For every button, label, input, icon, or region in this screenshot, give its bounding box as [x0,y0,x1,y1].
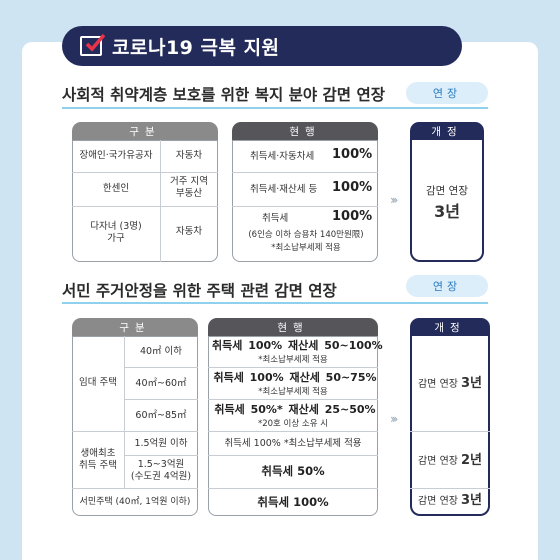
section1-pill: 연장 [406,82,488,104]
s1-revised-value: 3년 [434,202,460,221]
s2-header-current: 현행 [208,318,378,336]
s1-current-box [232,140,378,262]
section1-title: 사회적 취약계층 보호를 위한 복지 분야 감면 연장 [62,86,385,104]
s1-row1-current-label: 취득세·자동차세 [250,151,315,162]
s1-row1-item: 자동차 [175,150,203,161]
s1-header-revised: 개정 [410,122,484,140]
s1-row3-note1: (6인승 이하 승용차 140만원限) [248,230,364,240]
section2-title: 서민 주거안정을 위한 주택 관련 감면 연장 [62,282,337,300]
s2-rental-note-2: *최소납부세제 적용 [258,387,328,397]
chevron-right-icon: ››› [390,193,399,207]
s1-header-current: 현행 [232,122,378,140]
section2-pill: 연장 [406,275,488,297]
s1-row2-current-value: 100% [332,180,373,195]
s2-firsthome-size-2: 1.5~3억원 (수도권 4억원) [130,459,192,482]
s2-header-revised: 개정 [410,318,490,336]
s2-rental-size-2: 40㎡~60㎡ [135,378,187,389]
s1-header-category: 구분 [72,122,218,140]
checkbox-icon [80,33,105,56]
s1-row2-group: 한센인 [102,183,130,194]
s1-revised-box [410,140,484,262]
s2-category-box [72,336,198,516]
s2-rental-size-3: 60㎡~85㎡ [135,410,187,421]
s2-firsthome-current-1: 취득세 100% *최소납부세제 적용 [224,438,362,449]
s1-row3-note2: *최소납부세제 적용 [271,243,341,253]
s1-row3-group: 다자녀 (3명) 가구 [90,221,142,244]
s2-rental-current-2: 취득세 100% 재산세 50~75% [213,371,377,384]
s1-row1-current-value: 100% [332,147,373,162]
s2-firsthome-current-2: 취득세 50% [261,464,325,478]
s1-row3-current-value: 100% [332,209,373,224]
s2-rental-note-1: *최소납부세제 적용 [258,355,328,365]
s1-row2-item: 거주 지역 부동산 [170,176,208,199]
s2-revised-2: 감면 연장 2년 [417,453,483,468]
s2-revised-3: 감면 연장 3년 [417,493,483,508]
s2-rental-note-3: *20호 이상 소유 시 [257,419,329,429]
section2-divider [62,302,488,304]
section1-divider [62,107,488,109]
s2-current-box [208,336,378,516]
s2-revised-1: 감면 연장 3년 [417,376,483,391]
s2-firsthome-size-1: 1.5억원 이하 [134,438,188,449]
s1-row1-group: 장애인·국가유공자 [79,150,153,161]
s2-commoner-current: 취득세 100% [257,495,329,509]
chevron-right-icon: ››› [390,412,399,426]
s1-revised-label: 감면 연장 [426,185,468,197]
s2-rental-current-1: 취득세 100% 재산세 50~100% [212,339,383,352]
s1-row2-current-label: 취득세·재산세 등 [250,184,318,195]
header-banner: 코로나19 극복 지원 [62,26,462,66]
s2-rental-group: 임대 주택 [79,377,117,388]
header-title: 코로나19 극복 지원 [112,36,280,59]
s2-rental-size-1: 40㎡ 이하 [139,346,183,357]
s2-commoner-group: 서민주택 (40㎡, 1억원 이하) [79,497,191,507]
s2-header-category: 구분 [72,318,198,336]
s2-firsthome-group: 생애최초 취득 주택 [79,448,117,471]
s2-revised-box [410,336,490,516]
s1-category-box [72,140,218,262]
s1-row3-item: 자동차 [175,226,203,237]
s1-row3-current-label: 취득세 [262,213,289,224]
s2-rental-current-3: 취득세 50%* 재산세 25~50% [214,403,376,416]
